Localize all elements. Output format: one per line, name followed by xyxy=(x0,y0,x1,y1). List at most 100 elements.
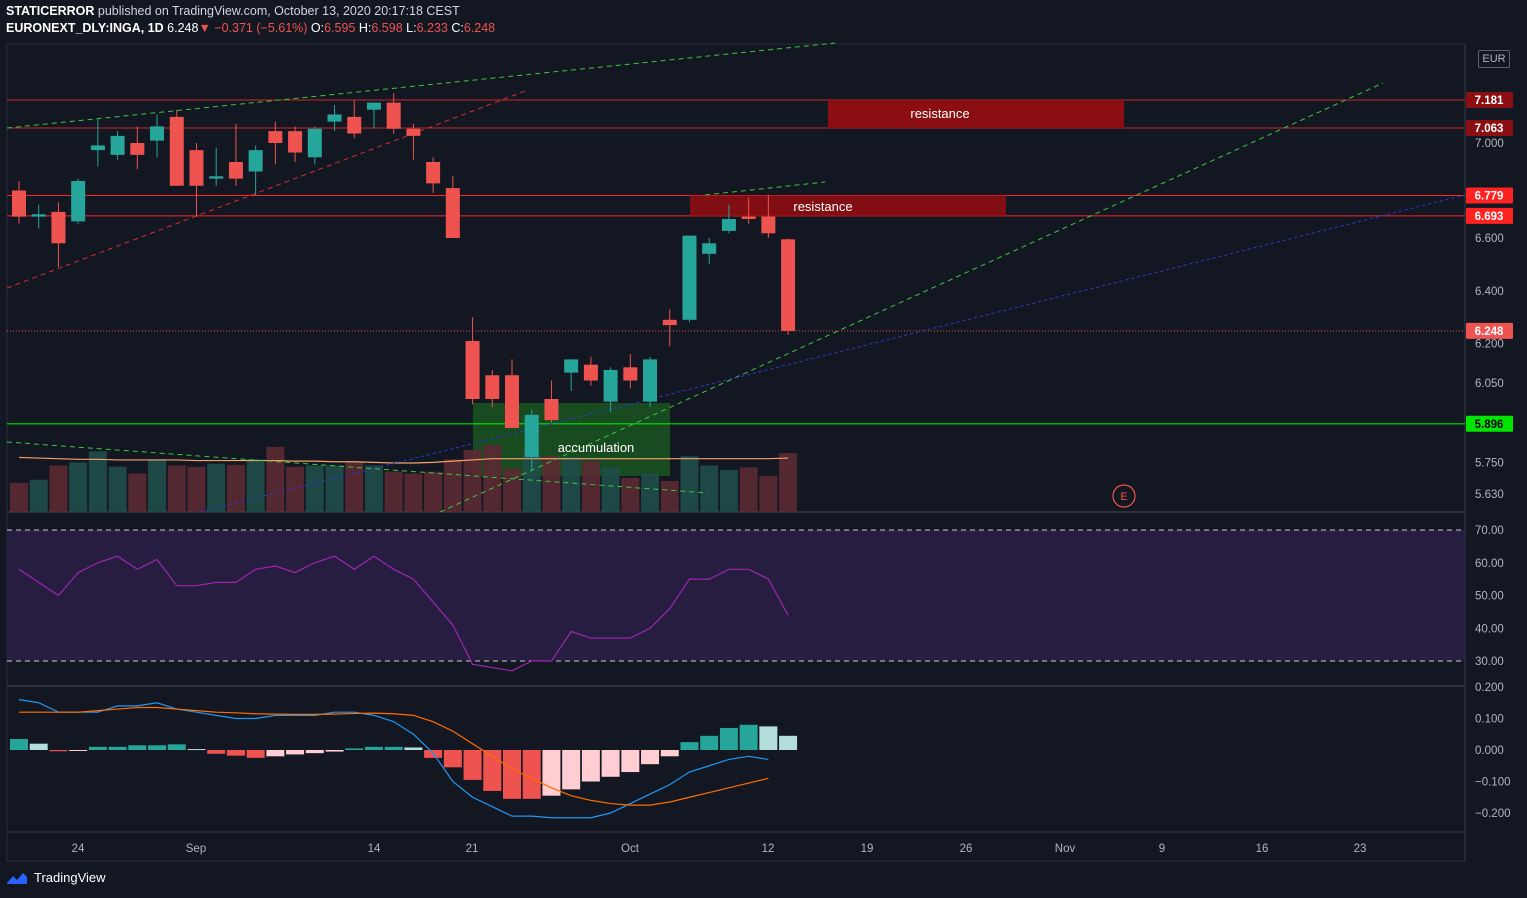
macd-histogram-bar xyxy=(503,750,521,799)
time-axis-label: 21 xyxy=(466,843,479,855)
price-axis-label: 6.400 xyxy=(1475,286,1504,298)
macd-histogram-bar xyxy=(739,724,758,750)
price-tag-label: 6.248 xyxy=(1475,326,1504,338)
macd-histogram-bar xyxy=(621,750,640,773)
macd-histogram-bar xyxy=(779,735,798,750)
trendline-rising-green xyxy=(439,82,1384,513)
price-axis-label: 5.750 xyxy=(1475,457,1504,469)
candle-body xyxy=(31,214,46,217)
currency-button[interactable]: EUR xyxy=(1478,50,1510,68)
candle-body xyxy=(406,128,421,136)
price-tag xyxy=(1466,207,1513,224)
price-tag xyxy=(1466,92,1513,109)
trendline-blue xyxy=(199,194,1466,513)
macd-histogram-bar xyxy=(10,738,28,750)
macd-axis-label: 0.100 xyxy=(1475,714,1504,726)
volume-bar xyxy=(187,466,206,512)
candle-body xyxy=(465,340,480,399)
volume-bar xyxy=(503,468,521,512)
candle-body xyxy=(544,398,559,421)
candle-body xyxy=(268,131,283,143)
volume-bar xyxy=(621,477,640,512)
published-text: published on TradingView.com, October 13… xyxy=(97,4,460,18)
candle-body xyxy=(761,216,776,234)
macd-axis-label: −0.200 xyxy=(1475,808,1511,820)
macd-histogram-bar xyxy=(266,750,285,757)
price-tag xyxy=(1466,415,1513,432)
candle-body xyxy=(71,181,86,222)
volume-bar xyxy=(69,462,88,512)
candle-body xyxy=(150,126,165,141)
macd-histogram-bar xyxy=(759,726,778,750)
macd-histogram-bar xyxy=(286,750,305,755)
price-axis-label: 6.600 xyxy=(1475,233,1504,245)
volume-bar xyxy=(10,482,28,512)
volume-bar xyxy=(167,465,186,512)
volume-bar xyxy=(680,456,699,512)
volume-bar xyxy=(345,462,364,512)
rsi-axis-label: 30.00 xyxy=(1475,656,1504,668)
macd-histogram-bar xyxy=(207,750,226,754)
volume-bar xyxy=(562,457,581,512)
volume-bar xyxy=(108,466,127,512)
macd-histogram-bar xyxy=(562,750,581,790)
candle-body xyxy=(248,150,263,172)
time-axis-label: Oct xyxy=(621,843,640,855)
trendline-falling-green xyxy=(6,441,709,494)
publish-info: STATICERROR published on TradingView.com… xyxy=(6,4,460,18)
rsi-axis-label: 60.00 xyxy=(1475,558,1504,570)
publisher-name[interactable]: STATICERROR xyxy=(6,4,95,18)
volume-bar xyxy=(443,459,462,512)
macd-histogram-bar xyxy=(660,750,679,757)
resistance-label-lower: resistance xyxy=(793,199,852,214)
volume-bar xyxy=(700,465,719,512)
tradingview-brand: TradingView xyxy=(34,870,106,885)
macd-histogram-bar xyxy=(49,750,68,752)
macd-histogram-bar xyxy=(463,750,482,780)
candle-body xyxy=(564,359,579,373)
macd-histogram-bar xyxy=(680,742,699,750)
candle-body xyxy=(643,359,658,402)
volume-bar xyxy=(759,476,778,512)
macd-histogram-bar xyxy=(483,750,502,791)
candle-body xyxy=(583,364,598,381)
volume-bar xyxy=(266,446,285,512)
candle-body xyxy=(347,116,362,134)
candle-body xyxy=(90,145,105,151)
time-axis-label: 14 xyxy=(368,843,381,855)
trendline-red xyxy=(6,89,529,289)
high-label: H: xyxy=(358,21,372,35)
macd-histogram-bar xyxy=(404,747,423,750)
macd-histogram-bar xyxy=(108,746,127,750)
volume-bar xyxy=(29,479,48,512)
volume-bar xyxy=(207,463,226,512)
candle-body xyxy=(524,414,539,458)
time-axis-label: 9 xyxy=(1159,843,1165,855)
candle-body xyxy=(662,319,677,326)
open-value: 6.595 xyxy=(324,21,356,35)
time-axis-label: 16 xyxy=(1256,843,1269,855)
time-axis-label: 12 xyxy=(762,843,775,855)
candle-body xyxy=(366,102,381,110)
tradingview-logo[interactable]: TradingView xyxy=(6,870,106,885)
symbol-info: EURONEXT_DLY:INGA, 1D 6.248▼ −0.371 (−5.… xyxy=(6,21,495,35)
macd-histogram-bar xyxy=(542,750,561,796)
price-tag xyxy=(1466,120,1513,137)
macd-histogram-bar xyxy=(522,750,541,799)
time-axis-label: Nov xyxy=(1055,843,1076,855)
macd-histogram-bar xyxy=(29,743,48,750)
volume-bar xyxy=(463,450,482,512)
macd-histogram-bar xyxy=(700,735,719,750)
macd-histogram-bar xyxy=(443,750,462,768)
symbol-name[interactable]: EURONEXT_DLY:INGA, 1D xyxy=(6,21,164,35)
volume-bar xyxy=(49,465,68,512)
accumulation-label: accumulation xyxy=(558,440,635,455)
trendline-upper-green xyxy=(6,42,836,129)
candle-body xyxy=(228,162,243,179)
candle-body xyxy=(426,162,441,184)
price-tag-label: 6.779 xyxy=(1475,190,1504,202)
volume-bar xyxy=(660,481,679,512)
volume-bar xyxy=(286,466,305,512)
macd-histogram-bar xyxy=(167,744,186,750)
